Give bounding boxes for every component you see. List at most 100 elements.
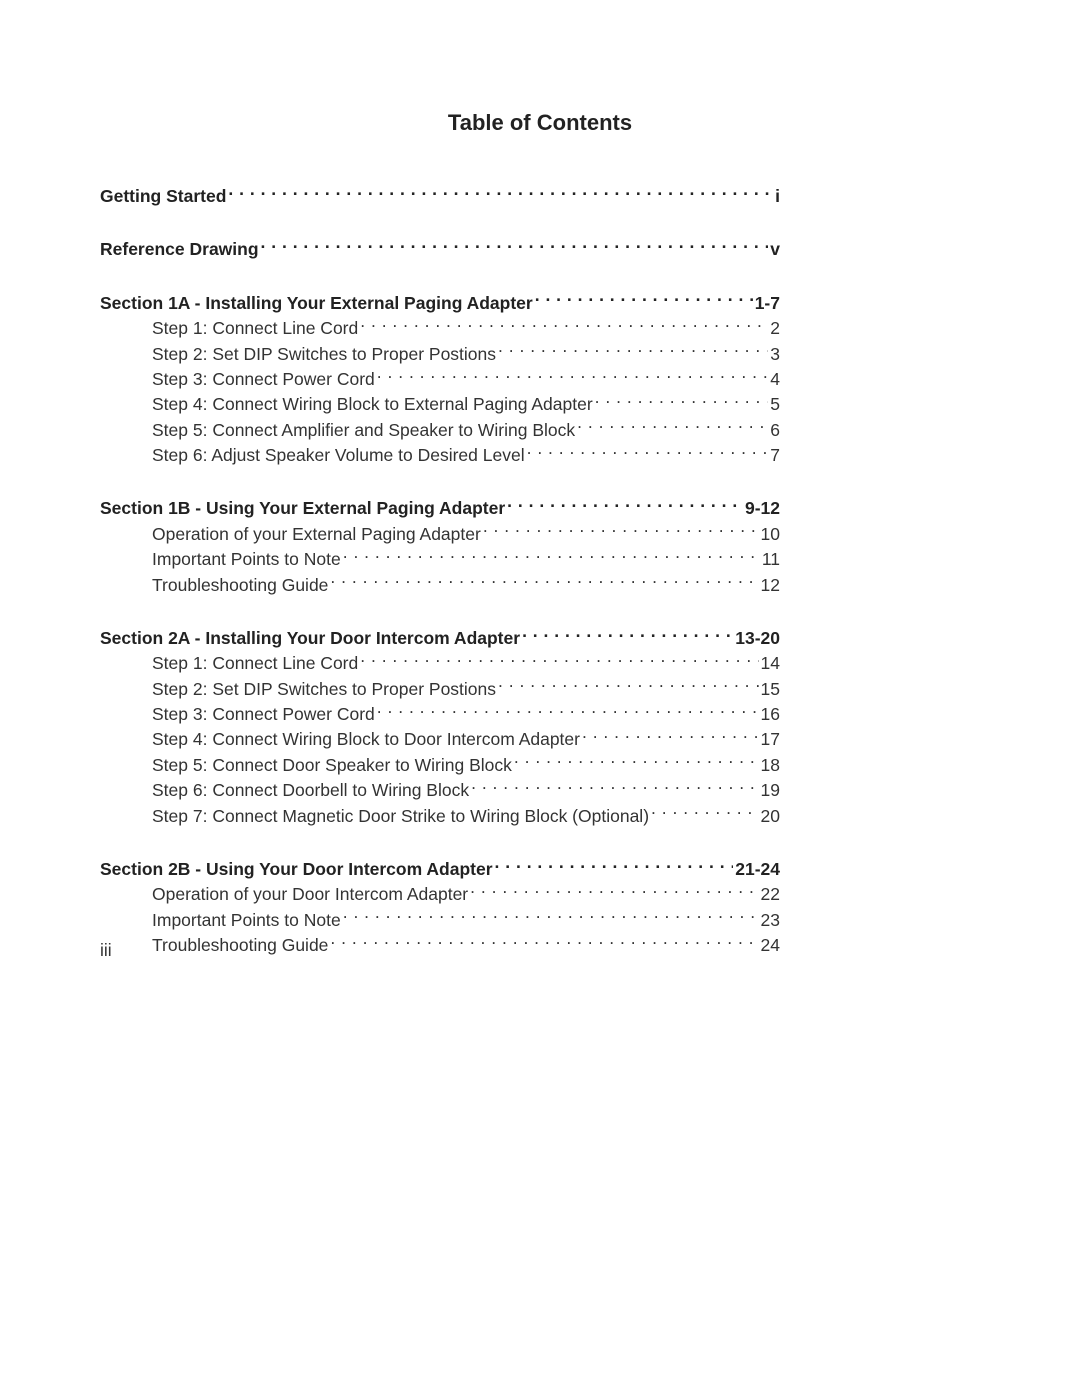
toc-page-number: 20 — [761, 804, 780, 829]
toc-row: Section 2A - Installing Your Door Interc… — [100, 626, 780, 651]
toc-dots — [471, 779, 758, 797]
toc-dots — [330, 934, 758, 952]
toc-page-number: 4 — [770, 367, 780, 392]
toc-label: Step 3: Connect Power Cord — [152, 702, 375, 727]
toc-label: Important Points to Note — [152, 908, 341, 933]
toc-dots — [470, 883, 758, 901]
toc-dots — [507, 497, 743, 515]
toc-label: Section 1B - Using Your External Paging … — [100, 496, 505, 521]
toc-row: Step 5: Connect Door Speaker to Wiring B… — [100, 753, 780, 778]
toc-label: Section 1A - Installing Your External Pa… — [100, 291, 533, 316]
toc-dots — [330, 573, 758, 591]
toc-dots — [377, 367, 769, 385]
toc-page-number: 14 — [761, 651, 780, 676]
toc-row: Troubleshooting Guide 24 — [100, 933, 780, 958]
toc-label: Step 6: Adjust Speaker Volume to Desired… — [152, 443, 525, 468]
toc-row: Step 3: Connect Power Cord 4 — [100, 367, 780, 392]
page-title: Table of Contents — [100, 110, 980, 136]
toc-row: Step 1: Connect Line Cord 14 — [100, 651, 780, 676]
toc-page-number: 18 — [761, 753, 780, 778]
toc-page-number: 1-7 — [755, 291, 780, 316]
toc-row: Important Points to Note 23 — [100, 908, 780, 933]
toc-row: Troubleshooting Guide 12 — [100, 573, 780, 598]
toc-page-number: i — [775, 184, 780, 209]
toc-page-number: 3 — [770, 342, 780, 367]
document-page: Table of Contents Getting Started i Refere… — [0, 0, 1080, 1397]
toc-label: Step 3: Connect Power Cord — [152, 367, 375, 392]
toc-dots — [582, 728, 759, 746]
toc-row: Step 4: Connect Wiring Block to Door Int… — [100, 727, 780, 752]
toc-label: Operation of your Door Intercom Adapter — [152, 882, 468, 907]
toc-dots — [535, 291, 753, 309]
toc-label: Section 2B - Using Your Door Intercom Ad… — [100, 857, 493, 882]
toc-label: Troubleshooting Guide — [152, 933, 328, 958]
toc-page-number: 6 — [770, 418, 780, 443]
page-number: iii — [100, 940, 112, 961]
toc-dots — [495, 857, 734, 875]
toc-page-number: 12 — [761, 573, 780, 598]
toc-dots — [527, 444, 769, 462]
toc-row: Step 7: Connect Magnetic Door Strike to … — [100, 804, 780, 829]
toc-row: Getting Started i — [100, 184, 780, 209]
toc-row: Important Points to Note 11 — [100, 547, 780, 572]
toc-page-number: 2 — [770, 316, 780, 341]
toc-label: Step 1: Connect Line Cord — [152, 651, 358, 676]
toc-page-number: 5 — [770, 392, 780, 417]
toc-page-number: 24 — [761, 933, 780, 958]
toc-row: Step 5: Connect Amplifier and Speaker to… — [100, 418, 780, 443]
toc-row: Operation of your External Paging Adapte… — [100, 522, 780, 547]
toc-row: Step 4: Connect Wiring Block to External… — [100, 392, 780, 417]
toc-label: Step 2: Set DIP Switches to Proper Posti… — [152, 342, 496, 367]
toc-label: Step 1: Connect Line Cord — [152, 316, 358, 341]
toc-dots — [577, 418, 768, 436]
toc-page-number: 21-24 — [735, 857, 780, 882]
toc-page-number: 10 — [761, 522, 780, 547]
toc-dots — [651, 804, 759, 822]
toc-page-number: 16 — [761, 702, 780, 727]
toc-label: Step 4: Connect Wiring Block to Door Int… — [152, 727, 580, 752]
toc-row: Step 6: Adjust Speaker Volume to Desired… — [100, 443, 780, 468]
toc-dots — [261, 238, 769, 256]
toc-dots — [228, 185, 773, 203]
toc-label: Getting Started — [100, 184, 226, 209]
toc-dots — [360, 652, 758, 670]
toc-label: Step 5: Connect Door Speaker to Wiring B… — [152, 753, 512, 778]
toc-dots — [360, 317, 768, 335]
toc-page-number: 22 — [761, 882, 780, 907]
toc-row: Step 1: Connect Line Cord 2 — [100, 316, 780, 341]
toc-page-number: v — [770, 237, 780, 262]
toc-row: Section 1B - Using Your External Paging … — [100, 496, 780, 521]
toc-page-number: 9-12 — [745, 496, 780, 521]
toc-page-number: 13-20 — [735, 626, 780, 651]
toc-label: Step 5: Connect Amplifier and Speaker to… — [152, 418, 575, 443]
toc-row: Reference Drawing v — [100, 237, 780, 262]
toc-label: Reference Drawing — [100, 237, 259, 262]
toc-label: Step 2: Set DIP Switches to Proper Posti… — [152, 677, 496, 702]
toc-dots — [343, 548, 760, 566]
toc-dots — [483, 522, 759, 540]
toc-dots — [595, 393, 769, 411]
toc-label: Section 2A - Installing Your Door Interc… — [100, 626, 520, 651]
toc-dots — [522, 626, 733, 644]
toc-page-number: 19 — [761, 778, 780, 803]
toc-row: Section 2B - Using Your Door Intercom Ad… — [100, 857, 780, 882]
toc-label: Troubleshooting Guide — [152, 573, 328, 598]
toc-label: Step 6: Connect Doorbell to Wiring Block — [152, 778, 469, 803]
toc-row: Step 2: Set DIP Switches to Proper Posti… — [100, 677, 780, 702]
toc-row: Step 2: Set DIP Switches to Proper Posti… — [100, 342, 780, 367]
toc-page-number: 7 — [770, 443, 780, 468]
toc-row: Section 1A - Installing Your External Pa… — [100, 291, 780, 316]
toc-dots — [343, 908, 759, 926]
toc-label: Operation of your External Paging Adapte… — [152, 522, 481, 547]
toc-dots — [514, 753, 759, 771]
toc-dots — [377, 703, 759, 721]
toc-row: Step 3: Connect Power Cord 16 — [100, 702, 780, 727]
toc-page-number: 23 — [761, 908, 780, 933]
toc-page-number: 15 — [761, 677, 780, 702]
toc-page-number: 11 — [762, 547, 780, 572]
toc-dots — [498, 342, 768, 360]
toc-row: Operation of your Door Intercom Adapter 2… — [100, 882, 780, 907]
toc-label: Step 7: Connect Magnetic Door Strike to … — [152, 804, 649, 829]
toc-label: Important Points to Note — [152, 547, 341, 572]
toc-label: Step 4: Connect Wiring Block to External… — [152, 392, 593, 417]
